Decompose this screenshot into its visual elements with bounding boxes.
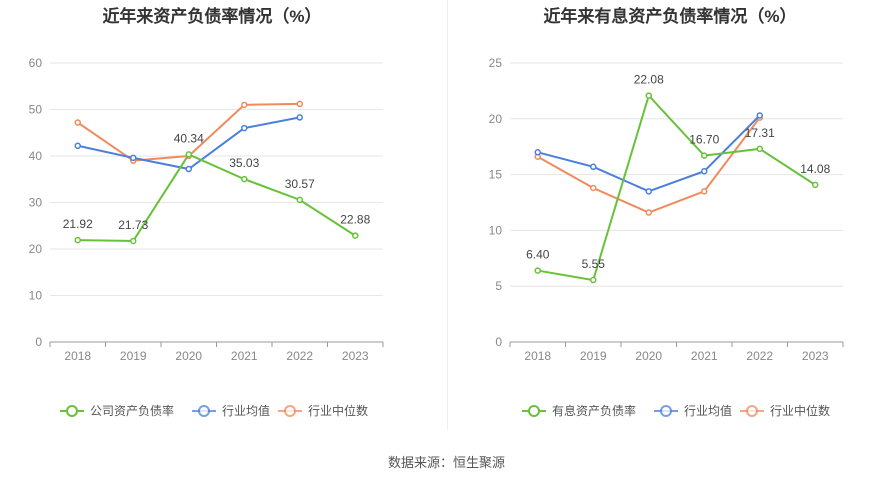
legend-item-1: 公司资产负债率 <box>60 403 174 418</box>
x-tick-label: 2018 <box>524 349 551 363</box>
data-label: 14.08 <box>800 162 830 176</box>
data-point <box>296 100 303 108</box>
x-tick-label: 2020 <box>175 349 202 363</box>
data-point <box>185 165 192 173</box>
legend-item-2: 行业均值 <box>654 403 732 418</box>
y-tick-label: 25 <box>489 56 503 70</box>
data-point <box>241 124 248 132</box>
data-point <box>645 209 652 216</box>
legend-marker <box>66 405 78 417</box>
y-tick-label: 40 <box>29 149 43 163</box>
data-label: 6.40 <box>526 248 550 262</box>
y-tick-label: 30 <box>29 196 43 210</box>
legend-label: 有息资产负债率 <box>552 403 636 418</box>
panel-divider <box>447 0 448 430</box>
y-tick-label: 10 <box>489 223 503 237</box>
legend-marker <box>528 405 540 417</box>
legend-marker <box>746 405 758 417</box>
legend-item-1: 有息资产负债率 <box>522 403 636 418</box>
data-point <box>590 276 597 284</box>
legend-marker <box>660 405 672 417</box>
data-label: 35.03 <box>229 156 259 170</box>
legend-label: 行业中位数 <box>770 403 830 418</box>
data-label: 30.57 <box>285 177 315 191</box>
series-line-1 <box>537 93 816 282</box>
data-point <box>534 149 541 156</box>
legend-marker <box>284 405 296 417</box>
data-point <box>130 237 137 245</box>
data-point <box>74 236 81 244</box>
data-label: 5.55 <box>582 257 606 271</box>
x-tick-label: 2021 <box>231 349 258 363</box>
legend-label: 公司资产负债率 <box>90 403 174 418</box>
data-label: 40.34 <box>174 131 204 145</box>
x-tick-label: 2023 <box>802 349 829 363</box>
data-point <box>534 267 541 274</box>
series-line-1 <box>77 153 356 242</box>
data-point <box>756 112 763 119</box>
data-point <box>701 152 708 159</box>
data-label: 22.08 <box>634 73 664 87</box>
legend-marker <box>198 405 210 417</box>
y-tick-label: 20 <box>489 112 503 126</box>
data-point <box>701 168 708 175</box>
y-tick-label: 60 <box>29 56 43 70</box>
chart-title: 近年来资产负债率情况（%） <box>102 6 321 26</box>
data-point <box>130 154 137 162</box>
y-tick-label: 10 <box>29 289 43 303</box>
legend-label: 行业均值 <box>684 403 732 418</box>
data-point <box>645 92 652 99</box>
data-point <box>756 145 763 153</box>
x-tick-label: 2022 <box>286 349 313 363</box>
legend-item-3: 行业中位数 <box>278 403 368 418</box>
data-point <box>590 184 597 192</box>
y-tick-label: 5 <box>495 279 502 293</box>
data-point <box>701 188 708 195</box>
x-tick-label: 2020 <box>635 349 662 363</box>
chart-2: 近年来有息资产负债率情况（%） 0 5 10 15 20 25 2018 2019 2020 202… <box>489 6 844 418</box>
data-label: 21.92 <box>63 217 93 231</box>
chart-1: 近年来资产负债率情况（%） 0 10 20 30 40 50 60 2018 2019 2020 20… <box>29 6 384 418</box>
legend-label: 行业均值 <box>222 403 270 418</box>
data-label: 21.73 <box>118 218 148 232</box>
y-tick-label: 0 <box>495 335 502 349</box>
legend-item-3: 行业中位数 <box>740 403 830 418</box>
data-point <box>352 232 359 239</box>
data-label: 17.31 <box>745 126 775 140</box>
series-line-3 <box>537 117 761 214</box>
data-label: 16.70 <box>689 133 719 147</box>
data-point <box>812 181 819 189</box>
y-tick-label: 15 <box>489 168 503 182</box>
x-tick-label: 2021 <box>691 349 718 363</box>
data-source: 数据来源：恒生聚源 <box>387 455 505 470</box>
x-tick-label: 2022 <box>746 349 773 363</box>
x-tick-label: 2023 <box>342 349 369 363</box>
data-point <box>241 101 248 109</box>
data-point <box>645 188 652 195</box>
x-tick-label: 2019 <box>580 349 607 363</box>
data-point <box>296 114 303 121</box>
y-tick-label: 20 <box>29 242 43 256</box>
x-tick-label: 2018 <box>64 349 91 363</box>
data-point <box>590 163 597 171</box>
data-point <box>241 175 248 183</box>
data-label: 22.88 <box>340 213 370 227</box>
y-tick-label: 0 <box>35 335 42 349</box>
data-point <box>74 142 81 150</box>
legend-label: 行业中位数 <box>308 403 368 418</box>
legend-item-2: 行业均值 <box>192 403 270 418</box>
data-point <box>74 119 81 126</box>
data-point <box>185 151 192 158</box>
data-point <box>296 196 303 204</box>
chart-title: 近年来有息资产负债率情况（%） <box>543 6 796 26</box>
y-tick-label: 50 <box>29 103 43 117</box>
x-tick-label: 2019 <box>120 349 147 363</box>
